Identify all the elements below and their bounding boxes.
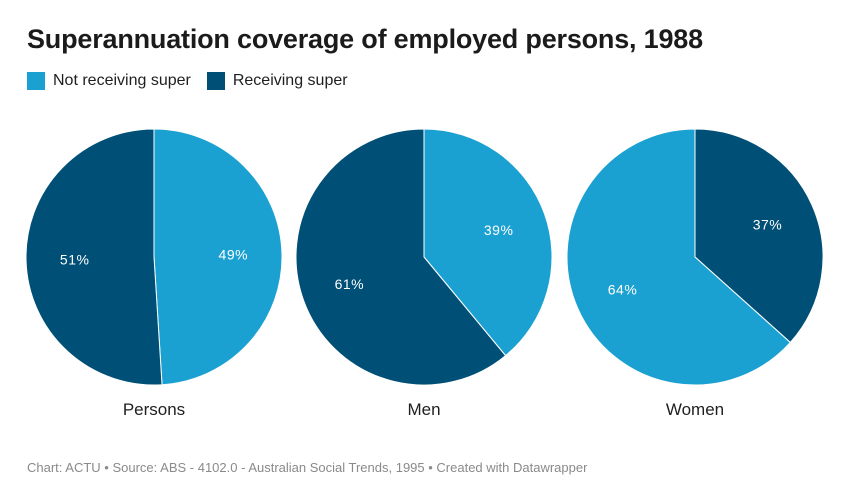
- legend-swatch-receiving: [206, 72, 225, 90]
- legend-item-receiving: Receiving super: [206, 72, 348, 90]
- legend: Not receiving super Receiving super: [27, 72, 348, 90]
- pie-charts: 49% 51% Persons 39% 61% Men 37% 64% Women: [25, 128, 824, 419]
- legend-label-not-receiving: Not receiving super: [53, 72, 191, 89]
- pie-slice-women-receiving-super: [694, 128, 824, 344]
- category-label-persons: Persons: [123, 400, 185, 419]
- pie-label-women-receiving-super: 37%: [753, 217, 783, 233]
- pie-women: 37% 64% Women: [566, 128, 824, 419]
- pie-slice-men-not-receiving-super: [423, 128, 553, 357]
- legend-item-not-receiving: Not receiving super: [27, 72, 191, 90]
- pie-slice-persons-not-receiving-super: [153, 128, 283, 386]
- chart-footer: Chart: ACTU • Source: ABS - 4102.0 - Aus…: [27, 460, 588, 475]
- pie-persons: 49% 51% Persons: [25, 128, 283, 419]
- chart-title: Superannuation coverage of employed pers…: [27, 24, 703, 54]
- pie-slice-persons-receiving-super: [25, 128, 163, 386]
- pie-slice-women-not-receiving-super: [566, 128, 792, 386]
- pie-label-men-receiving-super: 61%: [335, 276, 365, 292]
- pie-label-persons-receiving-super: 51%: [60, 251, 90, 267]
- category-label-men: Men: [407, 400, 440, 419]
- pie-label-persons-not-receiving-super: 49%: [219, 247, 249, 263]
- pie-label-women-not-receiving-super: 64%: [608, 281, 638, 297]
- pie-men: 39% 61% Men: [295, 128, 553, 419]
- legend-label-receiving: Receiving super: [232, 72, 348, 89]
- pie-slice-men-receiving-super: [295, 128, 507, 386]
- pie-label-men-not-receiving-super: 39%: [484, 222, 514, 238]
- legend-swatch-not-receiving: [27, 72, 45, 90]
- category-label-women: Women: [666, 400, 724, 419]
